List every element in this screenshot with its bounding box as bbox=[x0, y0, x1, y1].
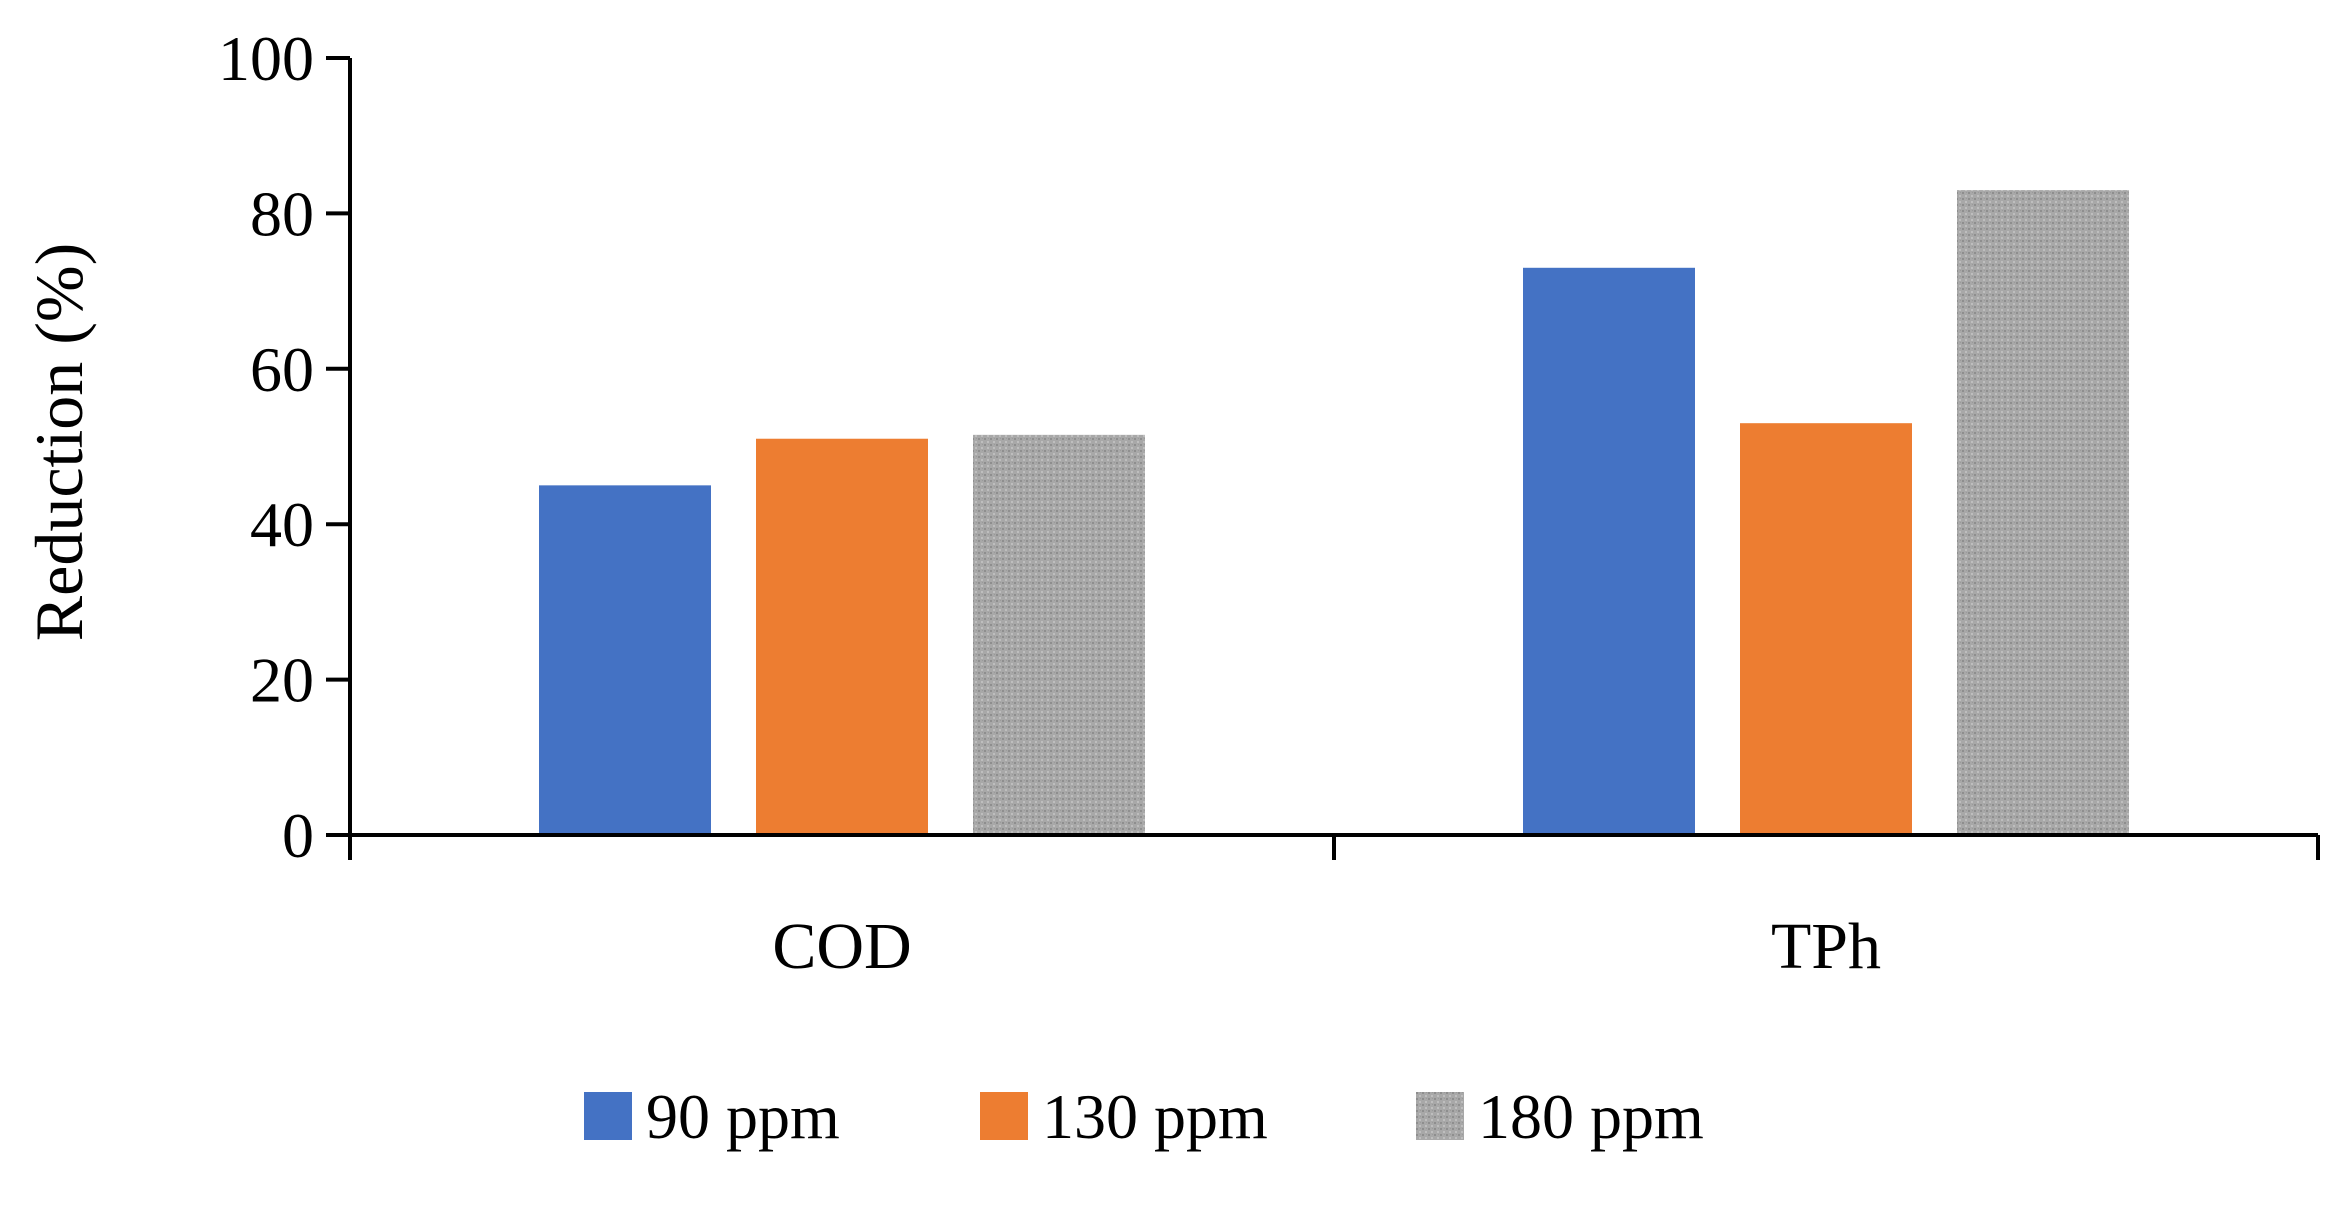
y-axis-title: Reduction (%) bbox=[21, 243, 97, 641]
y-ticks: 0 20 40 60 80 100 bbox=[218, 23, 350, 871]
bar-cod-130-ppm bbox=[756, 438, 928, 835]
legend-label-130-ppm: 130 ppm bbox=[1042, 1081, 1268, 1152]
axes bbox=[348, 58, 2320, 860]
bar-tph-90-ppm bbox=[1523, 267, 1695, 835]
x-tick-labels: COD TPh bbox=[772, 910, 1881, 983]
x-tick-label-tph: TPh bbox=[1771, 910, 1881, 983]
legend-label-90-ppm: 90 ppm bbox=[646, 1081, 840, 1152]
legend: 90 ppm 130 ppm 180 ppm bbox=[584, 1081, 1704, 1152]
bar-tph-130-ppm bbox=[1740, 423, 1912, 835]
bar-cod-180-ppm bbox=[973, 434, 1145, 835]
y-tick-label-5: 100 bbox=[218, 23, 314, 94]
y-tick-label-2: 40 bbox=[250, 489, 314, 560]
legend-swatch-90-ppm bbox=[584, 1092, 632, 1140]
bar-tph-180-ppm bbox=[1957, 190, 2129, 836]
y-tick-label-1: 20 bbox=[250, 645, 314, 716]
y-tick-label-3: 60 bbox=[250, 334, 314, 405]
y-tick-label-4: 80 bbox=[250, 178, 314, 249]
y-tick-label-0: 0 bbox=[282, 800, 314, 871]
legend-label-180-ppm: 180 ppm bbox=[1478, 1081, 1704, 1152]
legend-swatch-130-ppm bbox=[980, 1092, 1028, 1140]
y-axis-title-group: Reduction (%) bbox=[21, 243, 97, 641]
x-tick-label-cod: COD bbox=[772, 910, 911, 983]
legend-swatch-180-ppm bbox=[1416, 1092, 1464, 1140]
bar-cod-90-ppm bbox=[539, 485, 711, 835]
bars bbox=[539, 190, 2129, 836]
